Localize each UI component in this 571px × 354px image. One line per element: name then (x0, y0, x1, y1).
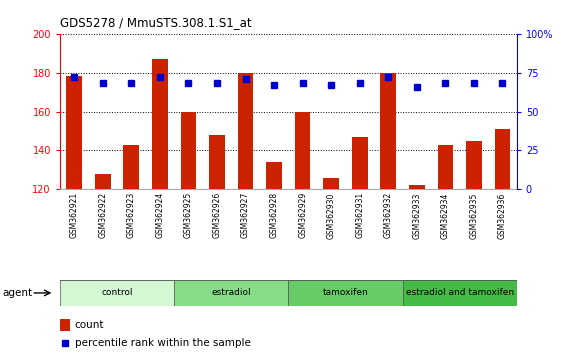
Text: estradiol and tamoxifen: estradiol and tamoxifen (405, 289, 514, 297)
Bar (66, 76, 82, 189)
Text: agent: agent (3, 288, 33, 298)
Bar (238, 73, 254, 189)
Bar (352, 137, 368, 189)
Bar (437, 144, 453, 189)
Bar (409, 185, 425, 189)
Bar (403, 280, 517, 306)
Bar (494, 129, 510, 189)
Bar (266, 162, 282, 189)
Bar (152, 59, 168, 189)
Bar (123, 144, 139, 189)
Bar (380, 73, 396, 189)
Bar (209, 135, 225, 189)
Bar (288, 280, 403, 306)
Text: estradiol: estradiol (211, 289, 251, 297)
Bar (174, 280, 288, 306)
Bar (60, 280, 174, 306)
Text: percentile rank within the sample: percentile rank within the sample (75, 338, 251, 348)
Bar (323, 178, 339, 189)
Text: tamoxifen: tamoxifen (323, 289, 368, 297)
Bar (466, 141, 482, 189)
Bar (95, 174, 111, 189)
Bar (180, 112, 196, 189)
Bar (60, 319, 70, 331)
Text: control: control (101, 289, 133, 297)
Text: GDS5278 / MmuSTS.308.1.S1_at: GDS5278 / MmuSTS.308.1.S1_at (60, 16, 252, 29)
Text: count: count (75, 320, 104, 330)
Bar (295, 112, 311, 189)
